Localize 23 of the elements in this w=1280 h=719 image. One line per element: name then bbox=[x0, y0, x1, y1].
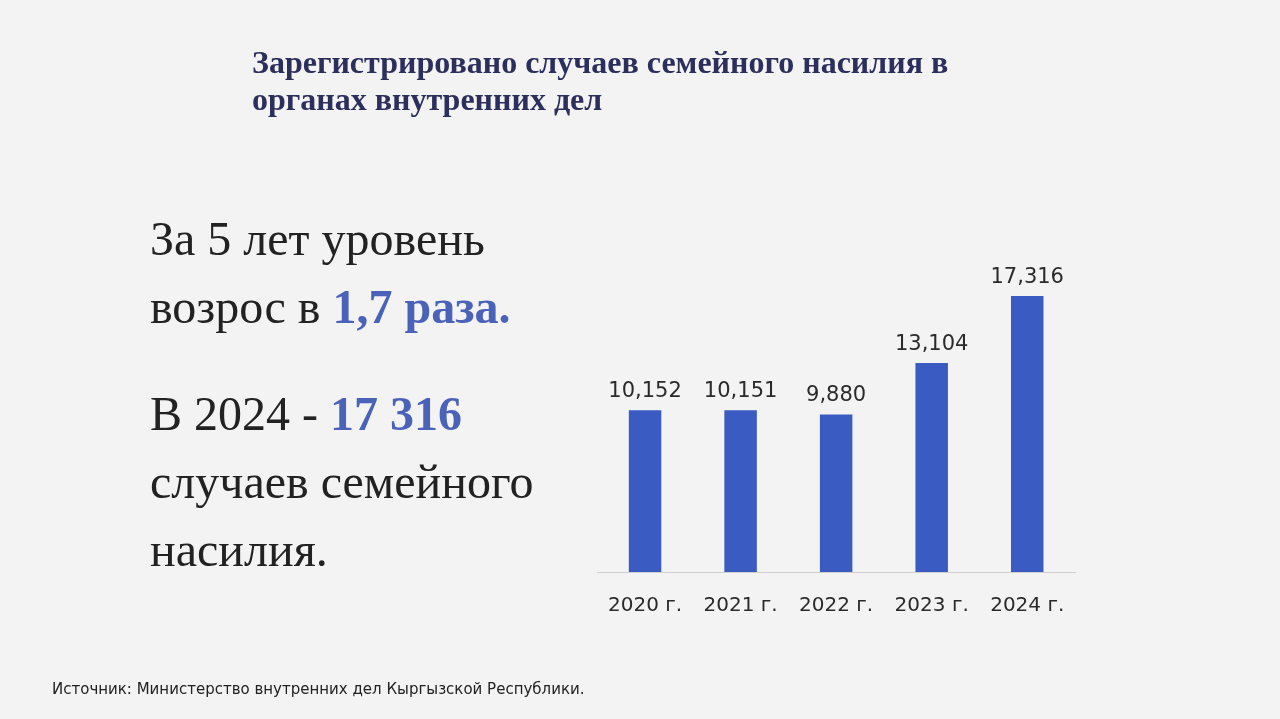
text: случаев семейного насилия. bbox=[150, 455, 534, 576]
text: За 5 лет уровень bbox=[150, 212, 485, 265]
bar bbox=[819, 414, 853, 572]
text: 1,7 раза. bbox=[332, 280, 511, 333]
text: 17 316 bbox=[330, 387, 462, 440]
data-label: 17,316 bbox=[990, 263, 1064, 288]
text: В 2024 - bbox=[150, 387, 318, 440]
bar bbox=[1010, 295, 1044, 572]
data-label: 9,880 bbox=[806, 382, 867, 407]
x-tick-label: 2020 г. bbox=[608, 592, 683, 617]
data-label: 13,104 bbox=[894, 331, 969, 356]
bar bbox=[628, 410, 662, 572]
bar bbox=[724, 410, 757, 572]
data-label: 10,151 bbox=[703, 378, 778, 403]
x-tick-label: 2022 г. bbox=[799, 592, 874, 617]
x-tick-label: 2023 г. bbox=[894, 592, 969, 617]
x-tick-label: 2024 г. bbox=[990, 592, 1065, 617]
x-tick-label: 2021 г. bbox=[703, 592, 778, 617]
chart-title: Зарегистрировано случаев семейного насилия в органах внутренних дел bbox=[252, 44, 950, 118]
text: возрос в bbox=[150, 280, 321, 333]
data-label: 10,152 bbox=[608, 378, 682, 403]
text: Источник: Министерство внутренних дел Кыргызской Республики. bbox=[52, 680, 585, 698]
bar bbox=[915, 363, 948, 572]
